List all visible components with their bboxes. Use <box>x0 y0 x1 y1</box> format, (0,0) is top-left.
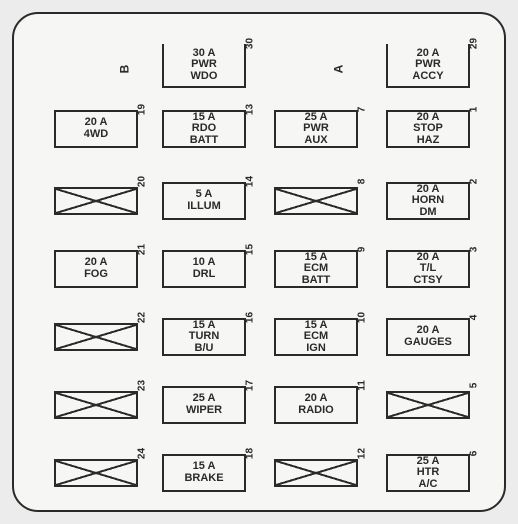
fuse-label-2: IGN <box>306 343 326 355</box>
fuse-number-2: 2 <box>469 174 480 190</box>
fuse-14: 5 AILLUM <box>162 182 246 220</box>
group-label-B: B <box>117 65 131 74</box>
fuse-label-1: ILLUM <box>187 201 221 213</box>
fuse-number-13: 13 <box>245 102 256 118</box>
fuse-21: 20 AFOG <box>54 250 138 288</box>
fuse-24 <box>54 459 138 487</box>
fuse-11: 20 ARADIO <box>274 386 358 424</box>
fuse-6: 25 AHTRA/C <box>386 454 470 492</box>
fuse-label-2: CTSY <box>413 275 442 287</box>
fuse-18: 15 ABRAKE <box>162 454 246 492</box>
fuse-label-1: GAUGES <box>404 337 452 349</box>
fuse-number-19: 19 <box>137 102 148 118</box>
fuse-2: 20 AHORNDM <box>386 182 470 220</box>
fuse-number-14: 14 <box>245 174 256 190</box>
fuse-label-2: ACCY <box>412 71 443 83</box>
fuse-label-1: DRL <box>193 269 216 281</box>
fuse-number-8: 8 <box>357 174 368 190</box>
fuse-label-1: FOG <box>84 269 108 281</box>
fuse-label-2: BATT <box>302 275 331 287</box>
fuse-number-21: 21 <box>137 242 148 258</box>
fuse-15: 10 ADRL <box>162 250 246 288</box>
fuse-16: 15 ATURNB/U <box>162 318 246 356</box>
fuse-19: 20 A4WD <box>54 110 138 148</box>
fuse-number-9: 9 <box>357 242 368 258</box>
fuse-label-2: B/U <box>195 343 214 355</box>
fuse-8 <box>274 187 358 215</box>
fuse-number-24: 24 <box>137 446 148 462</box>
fuse-12 <box>274 459 358 487</box>
fuse-5 <box>386 391 470 419</box>
fuse-label-1: 4WD <box>84 129 108 141</box>
fuse-label-2: BATT <box>190 135 219 147</box>
fuse-number-20: 20 <box>137 174 148 190</box>
fuse-number-5: 5 <box>469 378 480 394</box>
fuse-number-top_A: 29 <box>469 36 480 52</box>
fuse-3: 20 AT/LCTSY <box>386 250 470 288</box>
fuse-17: 25 AWIPER <box>162 386 246 424</box>
fuse-20 <box>54 187 138 215</box>
fuse-label-2: A/C <box>419 479 438 491</box>
fuse-10: 15 AECMIGN <box>274 318 358 356</box>
fuse-label-2: HAZ <box>417 135 440 147</box>
fuse-label-2: WDO <box>191 71 218 83</box>
fuse-number-17: 17 <box>245 378 256 394</box>
fuse-number-10: 10 <box>357 310 368 326</box>
fuse-22 <box>54 323 138 351</box>
fuse-top_B: 30 APWRWDO <box>162 44 246 88</box>
fuse-9: 15 AECMBATT <box>274 250 358 288</box>
fuse-number-18: 18 <box>245 446 256 462</box>
fuse-number-4: 4 <box>469 310 480 326</box>
fuse-number-16: 16 <box>245 310 256 326</box>
fuse-number-23: 23 <box>137 378 148 394</box>
fuse-4: 20 AGAUGES <box>386 318 470 356</box>
fuse-7: 25 APWRAUX <box>274 110 358 148</box>
fuse-panel: 20 ASTOPHAZ120 AHORNDM220 AT/LCTSY320 AG… <box>12 12 506 512</box>
fuse-label-1: RADIO <box>298 405 333 417</box>
fuse-23 <box>54 391 138 419</box>
fuse-number-top_B: 30 <box>245 36 256 52</box>
fuse-1: 20 ASTOPHAZ <box>386 110 470 148</box>
fuse-number-22: 22 <box>137 310 148 326</box>
fuse-number-1: 1 <box>469 102 480 118</box>
fuse-number-3: 3 <box>469 242 480 258</box>
fuse-number-12: 12 <box>357 446 368 462</box>
fuse-number-7: 7 <box>357 102 368 118</box>
fuse-top_A: 20 APWRACCY <box>386 44 470 88</box>
fuse-label-2: AUX <box>304 135 327 147</box>
fuse-label-2: DM <box>419 207 436 219</box>
fuse-number-11: 11 <box>357 378 368 394</box>
fuse-13: 15 ARDOBATT <box>162 110 246 148</box>
fuse-number-6: 6 <box>469 446 480 462</box>
fuse-number-15: 15 <box>245 242 256 258</box>
fuse-label-1: WIPER <box>186 405 222 417</box>
fuse-label-1: BRAKE <box>184 473 223 485</box>
group-label-A: A <box>331 65 345 74</box>
